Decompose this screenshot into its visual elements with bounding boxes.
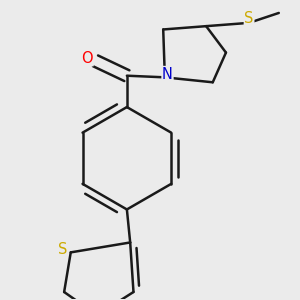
Text: S: S: [58, 242, 67, 256]
Text: O: O: [81, 51, 93, 66]
Text: S: S: [244, 11, 254, 26]
Text: N: N: [162, 67, 173, 82]
